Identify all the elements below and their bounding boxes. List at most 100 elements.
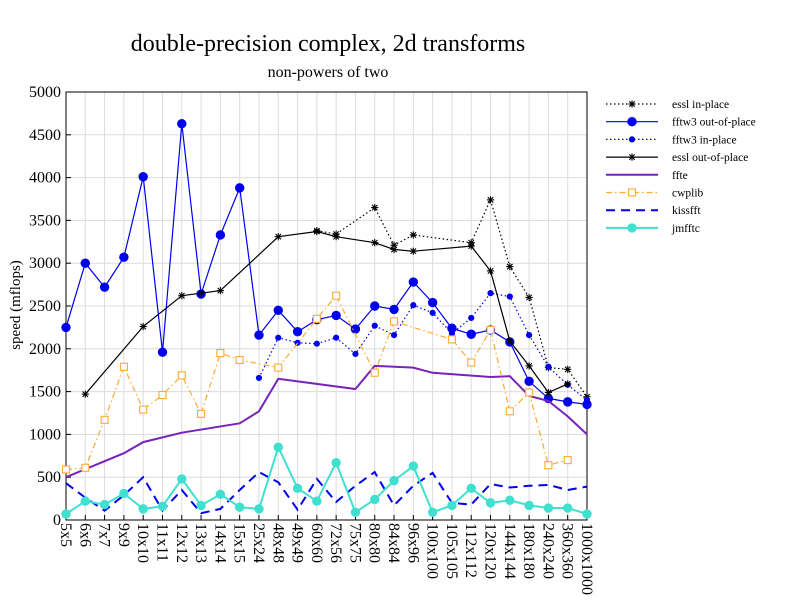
x-tick-label: 144x144 bbox=[501, 523, 518, 579]
y-tick-label: 500 bbox=[37, 469, 61, 486]
data-point bbox=[627, 223, 637, 233]
data-point bbox=[215, 230, 226, 240]
x-tick-label: 9x9 bbox=[115, 523, 132, 547]
x-tick-label: 5x5 bbox=[57, 523, 74, 547]
y-tick-label: 1000 bbox=[29, 426, 61, 443]
data-point bbox=[545, 363, 552, 370]
data-point bbox=[157, 501, 168, 512]
data-point bbox=[313, 340, 320, 347]
data-point bbox=[486, 267, 495, 275]
data-point bbox=[628, 100, 636, 108]
x-tick-label: 48x48 bbox=[269, 523, 286, 563]
series-fftw3-in-place bbox=[255, 290, 591, 404]
data-point bbox=[524, 376, 534, 387]
series-kissfft bbox=[65, 470, 588, 515]
x-tick-label: 96x96 bbox=[404, 523, 421, 563]
data-point bbox=[61, 509, 71, 519]
data-point bbox=[274, 363, 283, 372]
series-line bbox=[65, 123, 588, 405]
data-point bbox=[429, 309, 436, 316]
data-point bbox=[292, 483, 303, 494]
x-tick-label: 13x13 bbox=[192, 523, 209, 563]
data-point bbox=[544, 388, 553, 397]
data-point bbox=[467, 242, 475, 250]
data-point bbox=[506, 263, 514, 271]
data-point bbox=[215, 489, 226, 500]
data-point bbox=[486, 196, 495, 204]
y-tick-label: 3000 bbox=[29, 255, 61, 272]
data-point bbox=[524, 500, 534, 511]
x-tick-label: 112x112 bbox=[462, 523, 479, 578]
data-point bbox=[80, 496, 90, 506]
data-point bbox=[273, 305, 283, 315]
plot-frame bbox=[65, 91, 588, 521]
data-point bbox=[486, 325, 495, 335]
data-point bbox=[389, 304, 399, 315]
x-tick-label: 7x7 bbox=[96, 523, 113, 547]
x-tick-label: 105x105 bbox=[443, 523, 460, 579]
legend: essl in-place fftw3 out-of-place fftw3 in-… bbox=[606, 99, 756, 235]
data-point bbox=[408, 461, 419, 471]
data-point bbox=[389, 475, 399, 486]
data-point bbox=[409, 231, 417, 239]
x-tick-label: 11x11 bbox=[153, 523, 170, 562]
data-point bbox=[505, 495, 515, 506]
series-group bbox=[61, 118, 592, 519]
data-point bbox=[427, 297, 438, 308]
data-point bbox=[196, 500, 206, 511]
x-tick-label: 12x12 bbox=[173, 523, 190, 563]
data-point bbox=[370, 301, 380, 311]
data-point bbox=[61, 465, 71, 474]
x-tick-label: 360x360 bbox=[559, 523, 576, 579]
x-tick-label: 72x56 bbox=[327, 523, 344, 563]
data-point bbox=[370, 494, 380, 505]
data-point bbox=[255, 374, 263, 382]
data-point bbox=[234, 183, 245, 193]
x-tick-label: 180x180 bbox=[520, 523, 537, 579]
y-tick-label: 3500 bbox=[29, 212, 61, 229]
data-point bbox=[390, 245, 398, 254]
data-point bbox=[138, 504, 148, 514]
chart-subtitle: non-powers of two bbox=[268, 64, 389, 81]
data-point bbox=[235, 355, 244, 364]
data-point bbox=[447, 500, 457, 511]
data-point bbox=[427, 507, 438, 517]
data-point bbox=[410, 302, 417, 309]
data-point bbox=[157, 347, 168, 357]
data-point bbox=[563, 456, 572, 465]
data-point bbox=[119, 488, 129, 499]
data-point bbox=[332, 233, 340, 241]
series-essl-out-of-place bbox=[81, 227, 572, 398]
x-tick-label: 25x24 bbox=[250, 523, 267, 563]
data-point bbox=[158, 390, 167, 400]
data-point bbox=[292, 326, 303, 337]
data-point bbox=[313, 227, 321, 236]
data-point bbox=[543, 503, 554, 513]
data-point bbox=[331, 457, 341, 468]
data-point bbox=[81, 390, 89, 398]
y-tick-labels: 0 500 1000 1500 2000 2500 3000 3500 4000 4500 5000 bbox=[29, 84, 61, 529]
series-line bbox=[65, 470, 588, 515]
data-point bbox=[485, 498, 496, 508]
data-point bbox=[466, 483, 476, 494]
data-point bbox=[525, 388, 534, 397]
data-point bbox=[331, 310, 341, 321]
x-tick-label: 49x49 bbox=[289, 523, 306, 563]
data-point bbox=[448, 330, 456, 337]
data-point bbox=[371, 239, 379, 247]
series-jmfftc bbox=[61, 442, 592, 519]
y-tick-label: 2500 bbox=[29, 298, 61, 315]
data-point bbox=[177, 118, 187, 129]
data-point bbox=[466, 329, 476, 339]
data-point bbox=[352, 350, 359, 358]
data-point bbox=[408, 277, 419, 287]
series-line bbox=[258, 292, 588, 401]
data-point bbox=[312, 496, 322, 506]
x-tick-label: 10x10 bbox=[134, 523, 151, 563]
data-point bbox=[564, 380, 572, 388]
data-point bbox=[409, 247, 417, 255]
x-tick-labels: 5x5 6x6 7x7 9x9 10x10 11x11 12x12 13x13 14x14 15x… bbox=[57, 523, 595, 595]
legend-label: jmfftc bbox=[671, 223, 700, 235]
x-tick-label: 15x15 bbox=[231, 523, 248, 563]
